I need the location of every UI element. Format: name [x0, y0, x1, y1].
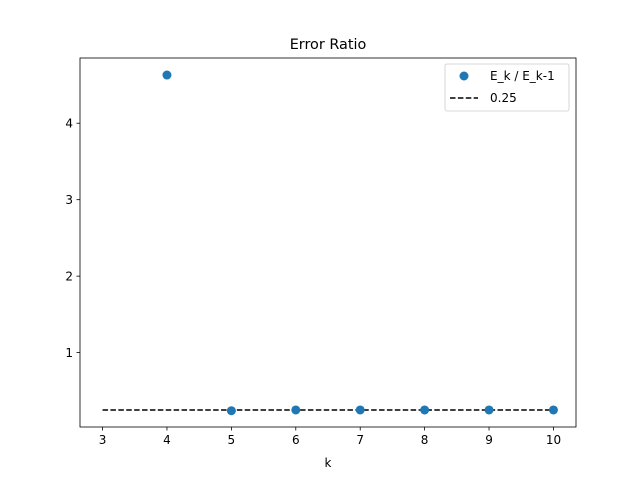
data-point [484, 405, 494, 415]
x-axis-label: k [325, 456, 332, 470]
legend-label-reference: 0.25 [490, 91, 517, 105]
data-point [226, 406, 236, 416]
legend: E_k / E_k-1 0.25 [444, 63, 570, 112]
y-tick-label: 1 [65, 346, 73, 360]
x-tick-label: 10 [546, 433, 561, 447]
legend-box [444, 63, 570, 112]
x-tick-label: 9 [485, 433, 493, 447]
plot-frame [79, 57, 577, 428]
y-tick-label: 2 [65, 269, 73, 283]
legend-label-ratio: E_k / E_k-1 [490, 69, 555, 83]
data-point [420, 405, 430, 415]
x-tick-label: 7 [356, 433, 364, 447]
plot-area [102, 70, 558, 416]
chart-title: Error Ratio [290, 37, 367, 53]
x-tick-label: 5 [228, 433, 236, 447]
x-tick-label: 6 [292, 433, 300, 447]
axes: 3 4 5 6 7 8 9 10 1 2 3 4 [65, 117, 561, 447]
data-point [291, 405, 301, 415]
x-tick-label: 3 [99, 433, 107, 447]
y-tick-label: 4 [65, 117, 73, 131]
x-tick-label: 4 [163, 433, 171, 447]
data-point [355, 405, 365, 415]
y-tick-label: 3 [65, 193, 73, 207]
data-point [548, 405, 558, 415]
data-point [162, 70, 172, 80]
legend-marker-ratio [459, 71, 469, 81]
x-tick-label: 8 [421, 433, 429, 447]
